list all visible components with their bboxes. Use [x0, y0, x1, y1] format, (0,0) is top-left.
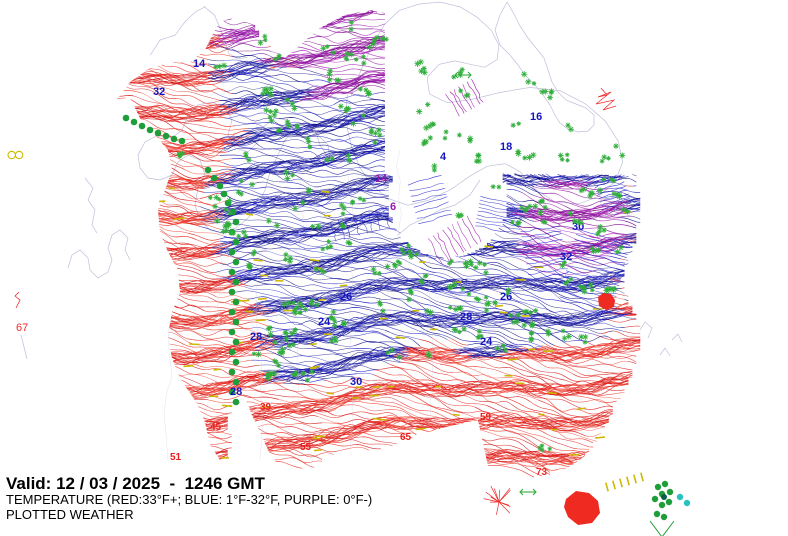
- svg-text:55: 55: [300, 442, 312, 453]
- svg-text:45: 45: [210, 422, 222, 433]
- svg-text:14: 14: [193, 58, 206, 70]
- svg-text:18: 18: [500, 141, 512, 153]
- svg-text:67: 67: [16, 322, 28, 334]
- svg-text:4: 4: [440, 151, 447, 163]
- svg-text:39: 39: [260, 402, 272, 413]
- svg-text:32: 32: [153, 86, 165, 98]
- svg-text:14: 14: [375, 173, 388, 185]
- svg-text:28: 28: [250, 331, 262, 343]
- svg-text:6: 6: [390, 201, 396, 213]
- svg-text:65: 65: [400, 432, 412, 443]
- svg-text:73: 73: [536, 467, 548, 478]
- svg-text:26: 26: [340, 291, 352, 303]
- svg-text:59: 59: [480, 412, 492, 423]
- svg-text:16: 16: [530, 111, 542, 123]
- svg-text:28: 28: [230, 386, 242, 398]
- svg-text:28: 28: [460, 311, 472, 323]
- svg-text:51: 51: [170, 452, 182, 463]
- svg-text:30: 30: [350, 376, 362, 388]
